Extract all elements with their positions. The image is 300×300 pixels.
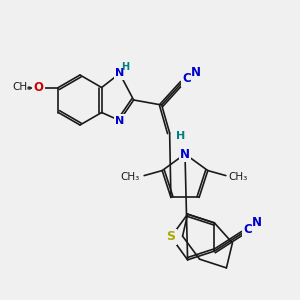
Text: O: O	[33, 81, 43, 94]
Text: N: N	[251, 216, 261, 229]
Text: CH₃: CH₃	[228, 172, 248, 182]
Text: S: S	[167, 230, 176, 244]
Text: N: N	[180, 148, 190, 160]
Text: CH₃: CH₃	[13, 82, 32, 92]
Text: CH₃: CH₃	[121, 172, 140, 182]
Text: H: H	[122, 61, 130, 71]
Text: H: H	[176, 131, 185, 141]
Text: N: N	[191, 65, 201, 79]
Text: C: C	[243, 223, 252, 236]
Text: N: N	[115, 68, 124, 79]
Text: N: N	[115, 116, 124, 125]
Text: C: C	[182, 73, 191, 85]
